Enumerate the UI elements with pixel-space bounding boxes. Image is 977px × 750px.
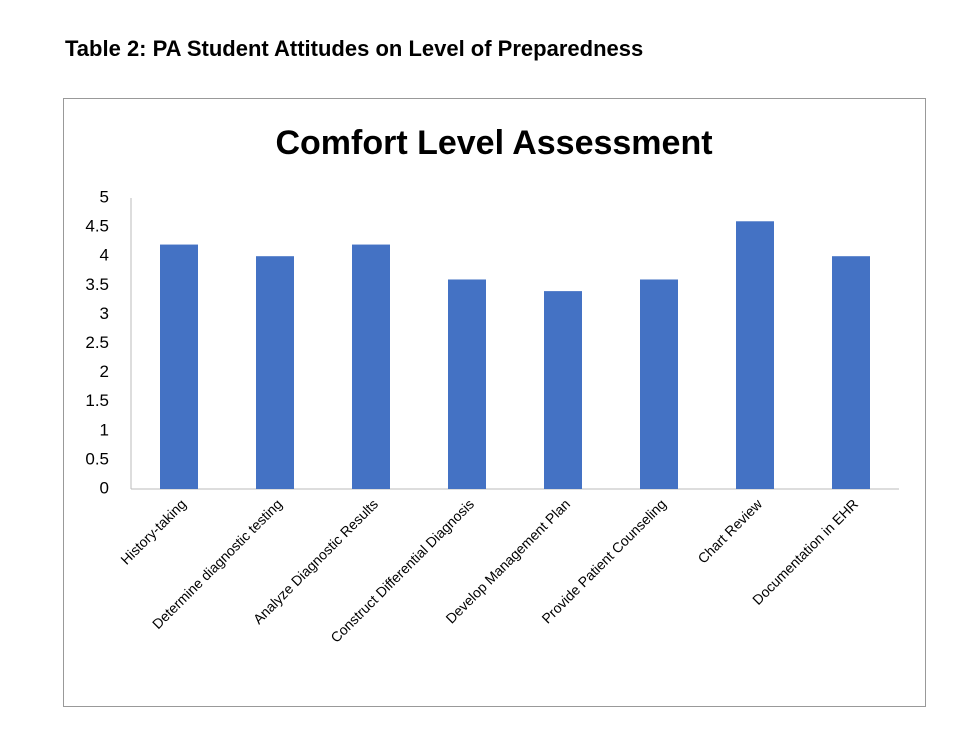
bar: [832, 256, 870, 489]
y-tick-label: 5: [100, 187, 109, 206]
bar: [448, 279, 486, 489]
bar: [640, 279, 678, 489]
y-tick-label: 3.5: [85, 275, 109, 294]
caption: Table 2: PA Student Attitudes on Level o…: [65, 36, 643, 61]
bar: [544, 291, 582, 489]
bar: [736, 221, 774, 489]
y-tick-label: 4: [100, 246, 109, 265]
y-tick-label: 4.5: [85, 217, 109, 236]
bar: [160, 244, 198, 489]
y-tick-label: 2: [100, 362, 109, 381]
chart-title: Comfort Level Assessment: [275, 124, 712, 162]
y-tick-label: 0.5: [85, 449, 109, 468]
y-tick-label: 1.5: [85, 391, 109, 410]
chart-frame: [63, 98, 926, 707]
y-tick-label: 1: [100, 420, 109, 439]
y-tick-label: 2.5: [85, 333, 109, 352]
bar: [352, 244, 390, 489]
bar: [256, 256, 294, 489]
y-tick-label: 3: [100, 304, 109, 323]
y-tick-label: 0: [100, 478, 109, 497]
